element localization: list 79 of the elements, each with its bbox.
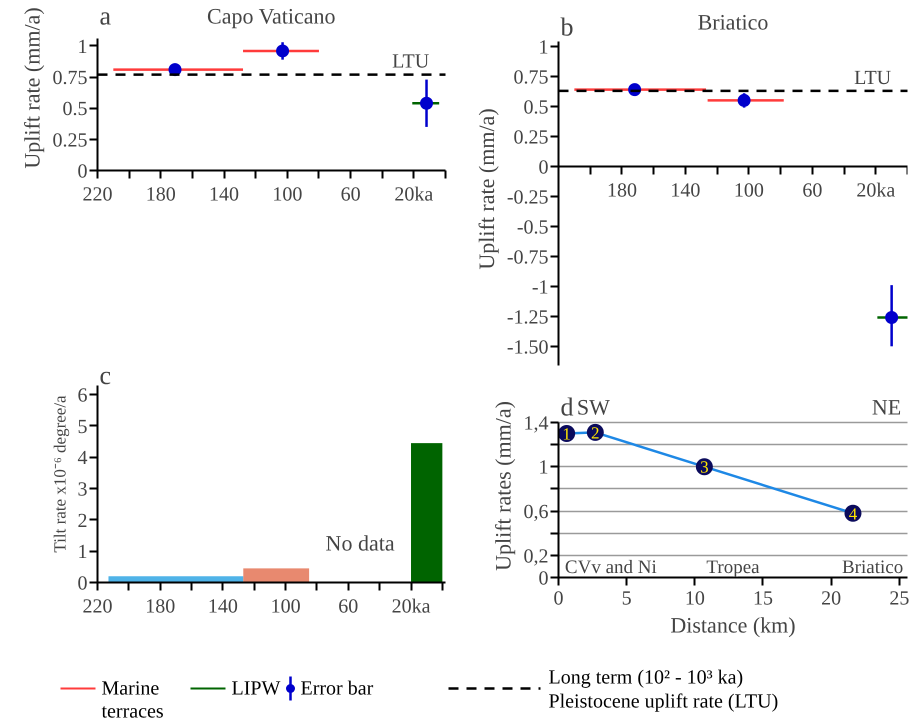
annotation: No data (326, 530, 395, 556)
y-tick-label: 0,6 (524, 501, 548, 524)
annotation: 3 (700, 458, 709, 477)
y-tick-label: -0.5 (516, 216, 549, 238)
x-tick-label: 60 (338, 596, 358, 618)
y-tick-label: 0 (78, 160, 88, 182)
x-tick-label: 10 (684, 588, 705, 610)
x-tick-label: 180 (145, 596, 176, 618)
text: Long term (10² - 10³ ka) (548, 666, 744, 688)
x-tick-label: 25 (889, 588, 910, 610)
y-tick-label: 1 (78, 36, 88, 58)
annotation: Briatico (842, 556, 904, 578)
x-axis-title: Distance (km) (670, 612, 796, 638)
x-tick-label: 220 (82, 184, 112, 206)
legend-label: Marine terraces (102, 678, 164, 722)
x-tick-label: 100 (272, 184, 302, 206)
y-tick-label: 6 (78, 384, 88, 407)
y-tick-label: 0.5 (62, 98, 88, 120)
x-tick-label: 100 (734, 179, 764, 202)
y-tick-label: -0.25 (506, 186, 549, 208)
x-tick-label: 20ka (856, 179, 896, 202)
text: d (560, 392, 574, 422)
y-tick-label: 0.75 (514, 66, 548, 88)
x-tick-label: 180 (606, 179, 637, 202)
x-tick-label: 180 (146, 184, 176, 206)
y-tick-label: 0.25 (514, 126, 548, 148)
text: a (100, 2, 112, 31)
x-tick-label: 140 (208, 596, 238, 618)
text: b (560, 12, 574, 42)
y-tick-label: -0.75 (506, 246, 549, 268)
y-tick-label: 5 (78, 416, 88, 438)
y-axis-title: Tilt rate x10⁻⁶ degree/a (50, 394, 70, 553)
legend-label: Error bar (300, 678, 374, 700)
text: SW (576, 394, 610, 420)
ref-line-label: LTU (854, 66, 892, 89)
x-tick-label: 60 (340, 184, 361, 206)
y-tick-label: 1,4 (524, 412, 548, 434)
y-tick-label: 0.5 (524, 96, 548, 118)
x-tick-label: 5 (622, 588, 632, 610)
y-tick-label: -1.50 (506, 336, 549, 358)
y-tick-label: 3 (78, 478, 88, 501)
x-tick-label: 15 (752, 588, 773, 610)
x-tick-label: 20ka (392, 596, 431, 618)
annotation: c (100, 360, 112, 390)
y-tick-label: 0.25 (52, 129, 88, 152)
x-tick-label: 20 (821, 588, 842, 610)
legend-label: LIPW (232, 678, 280, 700)
annotation: 2 (591, 423, 600, 442)
y-tick-label: -1 (532, 276, 549, 298)
x-tick-label: 60 (802, 179, 822, 202)
chart-title: Briatico (698, 10, 768, 35)
y-tick-label: 0.75 (52, 67, 88, 90)
y-axis-title: Uplift rates (mm/a) (490, 401, 516, 571)
y-tick-label: 0 (78, 572, 88, 594)
x-tick-label: 20ka (394, 184, 434, 206)
text: Pleistocene uplift rate (LTU) (548, 690, 778, 712)
x-tick-label: 140 (670, 179, 700, 202)
y-tick-label: 0 (538, 568, 548, 590)
x-tick-label: 100 (270, 596, 301, 618)
y-tick-label: 1 (78, 541, 88, 564)
y-tick-label: -1.25 (506, 306, 549, 328)
annotation: CVv and Ni (564, 556, 657, 578)
chart-title: Capo Vaticano (207, 4, 336, 29)
y-tick-label: 2 (78, 510, 88, 532)
annotation: 1 (562, 424, 571, 444)
annotation: Tropea (706, 556, 760, 578)
x-tick-label: 220 (82, 596, 112, 618)
y-tick-label: 1 (538, 36, 548, 58)
text: NE (872, 394, 902, 420)
x-tick-label: 0 (554, 588, 564, 610)
x-tick-label: 140 (209, 184, 240, 206)
ref-line-label: LTU (392, 50, 430, 73)
y-axis-title: Uplift rate (mm/a) (20, 7, 44, 169)
y-tick-label: 0,2 (524, 545, 548, 568)
y-axis-title: Uplift rate (mm/a) (474, 108, 499, 270)
y-tick-label: 4 (78, 447, 88, 470)
annotation: 4 (848, 504, 858, 524)
y-tick-label: 0 (538, 156, 548, 178)
y-tick-label: 1 (538, 456, 548, 479)
